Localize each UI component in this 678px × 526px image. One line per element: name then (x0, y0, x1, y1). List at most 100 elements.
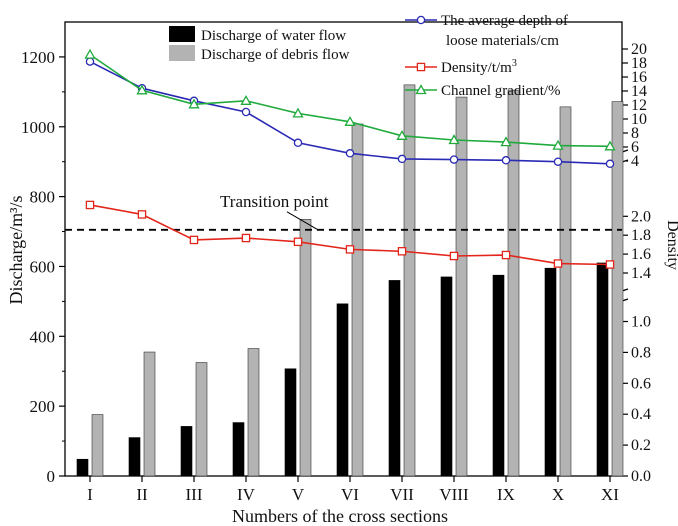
legend-label-depth: The average depth of loose materials/cm (441, 13, 568, 49)
bar-debris-flow (247, 348, 260, 477)
density-lower-tick-label: 0.0 (631, 468, 651, 485)
point-gradient (396, 129, 408, 140)
legend-swatch-water (169, 26, 195, 42)
x-tick-label: X (552, 485, 564, 504)
point-gradient (552, 139, 564, 150)
legend-label-depth-line2: loose materials/cm (446, 33, 559, 49)
point-density (293, 237, 303, 247)
point-density (85, 200, 95, 210)
point-density (397, 247, 407, 256)
bar-water-flow (492, 274, 505, 477)
point-depth (397, 154, 407, 164)
x-tick-label: III (186, 485, 203, 504)
point-gradient (240, 94, 252, 105)
legend-density-base: Density/t/m (441, 60, 512, 76)
density-lower-tick-label: 0.4 (631, 406, 651, 423)
bar-debris-flow (143, 351, 156, 477)
point-density (137, 210, 147, 219)
legend-label-water: Discharge of water flow (201, 28, 346, 44)
right-top-tick-label: 8 (631, 125, 639, 142)
transition-label: Transition point (220, 192, 329, 211)
point-depth (449, 155, 459, 164)
bar-debris-flow (507, 89, 520, 477)
bar-water-flow (596, 262, 609, 477)
point-depth (241, 107, 251, 117)
legend-swatch-debris (169, 45, 195, 61)
right-top-tick-label: 6 (631, 139, 639, 156)
point-gradient (448, 134, 460, 145)
density-upper-tick-label: 1.6 (631, 246, 651, 263)
x-tick-label: XI (601, 485, 619, 504)
bar-water-flow (544, 267, 557, 477)
density-upper-tick-label: 1.8 (631, 227, 651, 244)
density-upper-tick-label: 2.0 (631, 208, 651, 225)
bar-debris-flow (559, 106, 572, 477)
right-axis-title: Density (664, 220, 678, 270)
lines: Transition point (65, 48, 622, 269)
transition-pointer (286, 211, 319, 231)
x-tick-label: IV (237, 485, 256, 504)
x-tick-label: II (136, 485, 148, 504)
density-lower-tick-label: 0.2 (631, 437, 651, 454)
point-depth (345, 149, 355, 158)
point-density (501, 250, 511, 260)
line-depth (89, 60, 611, 165)
point-depth (553, 157, 563, 166)
bar-debris-flow (403, 84, 416, 477)
point-gradient (188, 98, 200, 109)
bar-debris-flow (455, 96, 468, 477)
bar-water-flow (232, 422, 245, 477)
density-lower-tick-label: 1.0 (631, 314, 651, 331)
point-density (241, 233, 251, 243)
legend-label-debris: Discharge of debris flow (201, 47, 350, 63)
point-density (345, 245, 355, 254)
legend-marker-depth (416, 15, 426, 25)
legend: Discharge of water flow Discharge of debr… (169, 13, 568, 99)
x-tick-label: IX (497, 485, 515, 504)
legend-label-depth-line1: The average depth of (441, 13, 568, 29)
bar-debris-flow (299, 219, 312, 477)
left-tick-label: 0 (47, 467, 56, 486)
left-tick-label: 600 (30, 257, 56, 276)
left-tick-label: 1000 (21, 118, 55, 137)
point-gradient (292, 107, 304, 118)
point-density (189, 235, 199, 245)
bar-debris-flow (91, 414, 104, 477)
right-top-tick-label: 18 (631, 55, 647, 72)
y-axis-title: Discharge/m³/s (6, 195, 26, 304)
right-top-tick-label: 20 (631, 41, 647, 58)
bars (76, 84, 624, 477)
bar-water-flow (336, 303, 349, 477)
right-top-tick-label: 14 (631, 83, 647, 100)
bar-debris-flow (195, 362, 208, 477)
left-tick-label: 800 (30, 188, 56, 207)
bar-water-flow (76, 458, 89, 477)
left-tick-label: 1200 (21, 48, 55, 67)
line-density (89, 204, 611, 266)
point-gradient (136, 84, 148, 95)
bar-debris-flow (351, 123, 364, 477)
legend-marker-gradient (415, 84, 427, 95)
legend-density-sup: 3 (512, 58, 517, 69)
left-tick-label: 200 (30, 397, 56, 416)
x-tick-label: I (87, 485, 93, 504)
point-gradient (500, 136, 512, 147)
x-tick-label: VI (341, 485, 359, 504)
density-lower-tick-label: 0.6 (631, 375, 651, 392)
point-gradient (604, 140, 616, 151)
density-lower-tick-label: 0.8 (631, 344, 651, 361)
point-gradient (344, 115, 356, 126)
bar-water-flow (128, 437, 141, 477)
x-tick-label: VII (390, 485, 414, 504)
point-density (553, 259, 563, 268)
point-gradient (84, 48, 96, 59)
bar-water-flow (440, 276, 453, 477)
bar-water-flow (284, 368, 297, 477)
right-top-tick-label: 16 (631, 69, 647, 86)
point-depth (605, 159, 615, 169)
point-depth (501, 156, 511, 165)
bar-debris-flow (611, 101, 624, 477)
point-density (605, 260, 615, 269)
